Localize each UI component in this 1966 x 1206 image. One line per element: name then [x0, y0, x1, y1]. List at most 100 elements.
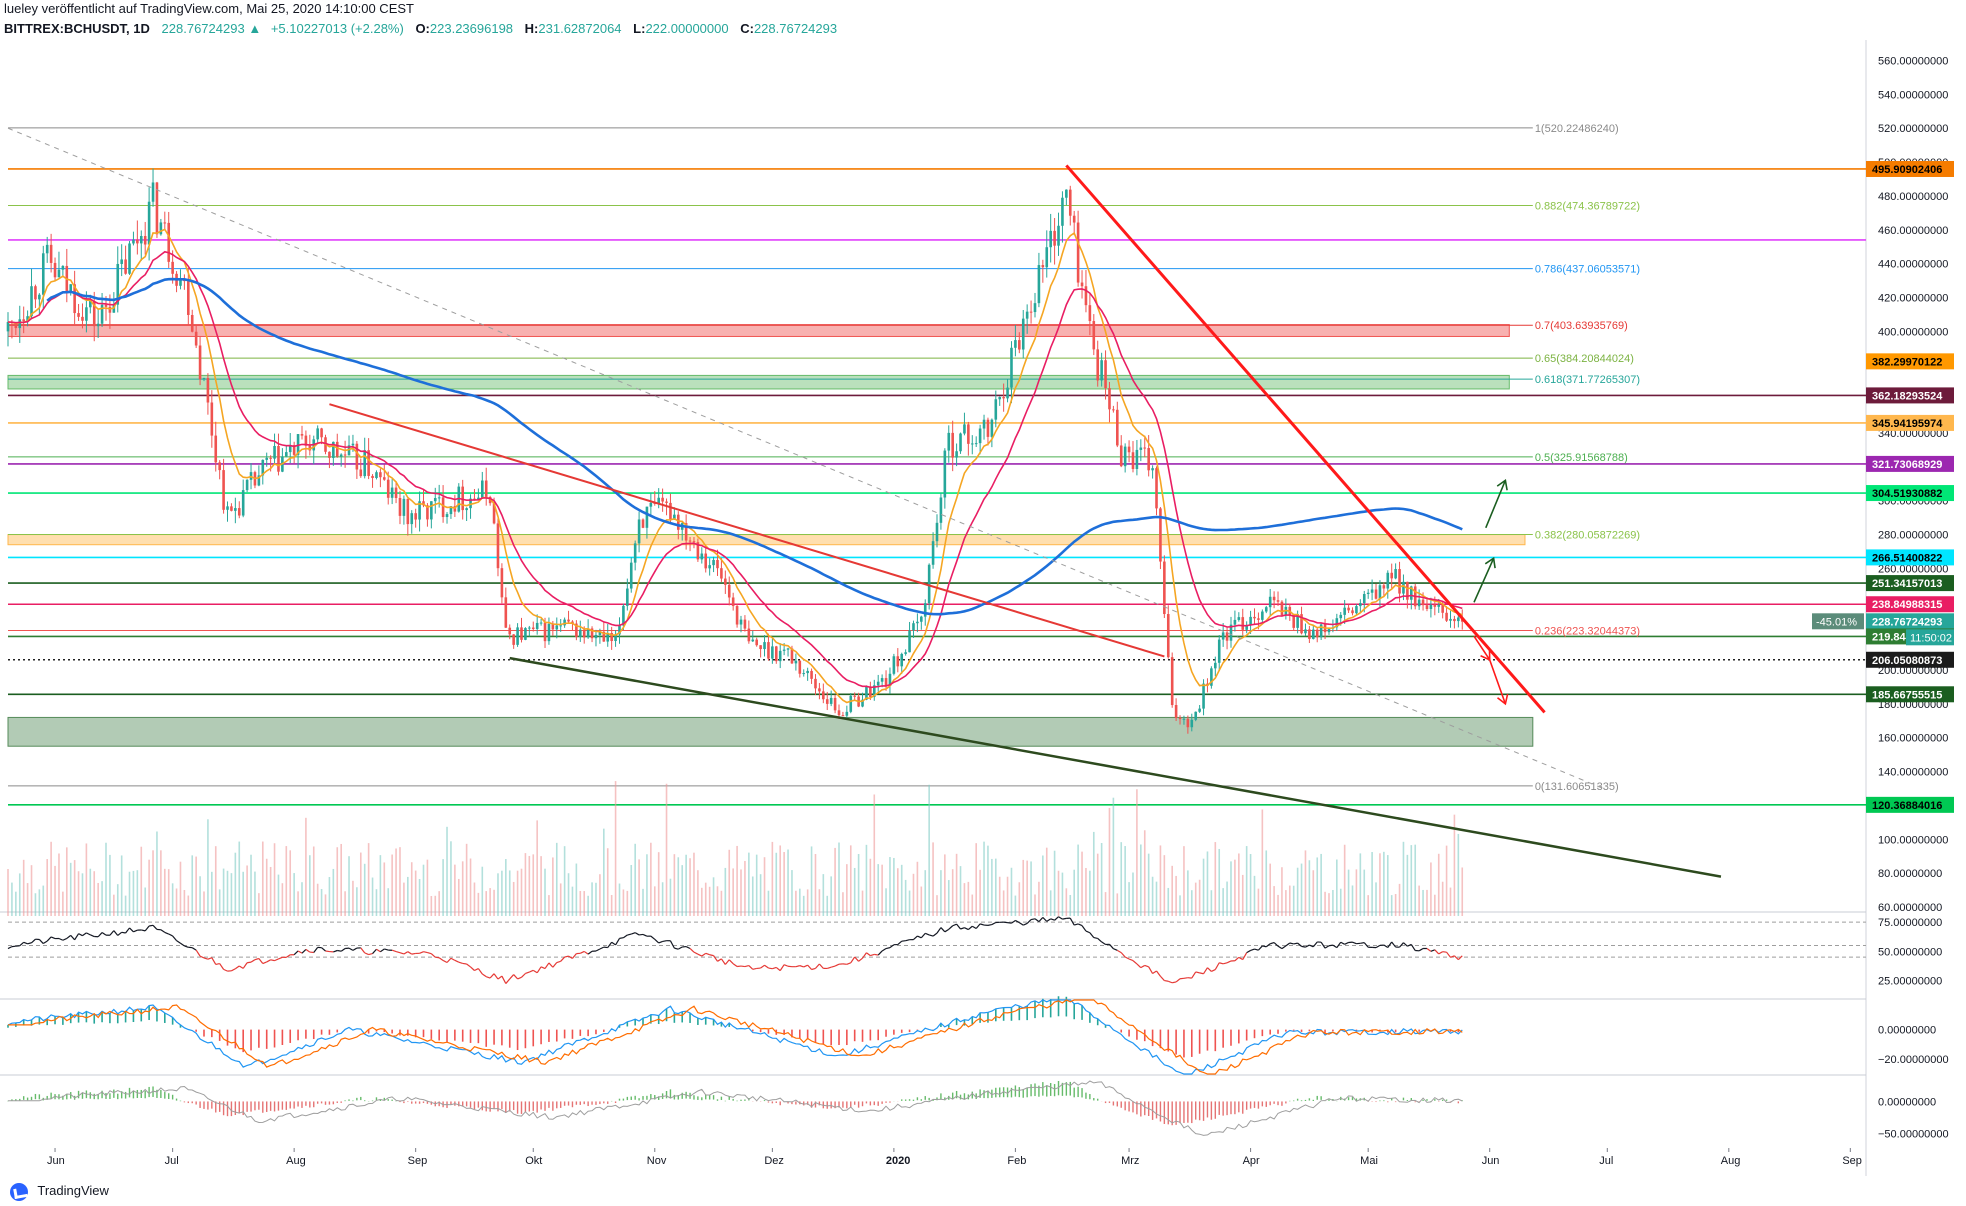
- rsi-segment: [1301, 945, 1306, 948]
- oscillator-bar: [889, 1101, 891, 1103]
- time-tick-label: Nov: [647, 1155, 667, 1167]
- candle-body: [1092, 321, 1096, 350]
- oscillator-bar: [1112, 1101, 1115, 1106]
- rsi-segment: [497, 975, 503, 980]
- rsi-segment: [450, 957, 456, 961]
- oscillator-bar: [371, 1100, 374, 1102]
- rsi-segment: [7, 946, 13, 950]
- oscillator-bar: [297, 1101, 299, 1107]
- rsi-segment: [1062, 917, 1067, 920]
- volume-bar: [15, 891, 17, 916]
- macd-histogram-bar: [77, 1012, 80, 1023]
- volume-bar: [367, 843, 370, 916]
- volume-bar: [595, 882, 597, 916]
- macd-histogram-bar: [571, 1029, 574, 1039]
- candle-body: [1194, 711, 1198, 720]
- rsi-segment: [274, 958, 279, 962]
- volume-bar: [606, 848, 609, 916]
- oscillator-bar: [1402, 1097, 1405, 1101]
- rsi-segment: [191, 947, 197, 951]
- candle-body: [347, 445, 351, 456]
- volume-bar: [113, 894, 115, 916]
- oscillator-bar: [665, 1090, 668, 1099]
- macd-histogram-bar: [140, 1009, 143, 1022]
- oscillator-bar: [705, 1094, 707, 1100]
- volume-bar: [822, 874, 825, 916]
- candle-body: [1292, 614, 1296, 628]
- macd-histogram-bar: [1010, 1007, 1013, 1021]
- candle-body: [1382, 585, 1386, 589]
- rsi-segment: [1270, 942, 1275, 945]
- candle-body: [57, 269, 61, 278]
- oscillator-bar: [1418, 1101, 1420, 1102]
- candle-body: [292, 445, 296, 455]
- rsi-segment: [709, 954, 714, 957]
- oscillator-bar: [11, 1099, 13, 1101]
- oscillator-bar: [348, 1099, 350, 1101]
- oscillator-bar: [563, 1101, 566, 1106]
- volume-bar: [685, 854, 687, 916]
- oscillator-bar: [1061, 1082, 1064, 1096]
- volume-bar: [485, 891, 488, 916]
- volume-bar: [532, 854, 535, 916]
- oscillator-bar: [912, 1099, 915, 1101]
- rsi-segment: [125, 927, 130, 934]
- volume-bar: [434, 895, 437, 916]
- candle-body: [1151, 468, 1154, 471]
- candle-body: [923, 603, 927, 617]
- candle-body: [700, 553, 704, 560]
- price-tag-label: 120.36884016: [1872, 800, 1942, 812]
- volume-bar: [720, 890, 723, 916]
- rsi-segment: [86, 932, 91, 936]
- oscillator-bar: [1249, 1101, 1252, 1109]
- oscillator-bar: [1097, 1098, 1099, 1101]
- price-tag-label: 345.94195974: [1872, 418, 1943, 430]
- volume-bar: [1057, 870, 1060, 916]
- rsi-segment: [701, 952, 707, 957]
- rsi-segment: [1293, 942, 1298, 945]
- volume-bar: [171, 883, 174, 916]
- macd-histogram-bar: [1418, 1029, 1420, 1032]
- candle-body: [935, 522, 939, 542]
- time-tick-label: Mrz: [1121, 1155, 1139, 1167]
- macd-histogram-bar: [1002, 1007, 1005, 1021]
- symbol-name[interactable]: BITTREX:BCHUSDT, 1D: [4, 21, 150, 36]
- oscillator-bar: [465, 1101, 468, 1107]
- candle-body: [473, 498, 476, 500]
- price-tick-label: 440.00000000: [1878, 259, 1948, 271]
- candle-body: [41, 253, 45, 295]
- oscillator-bar: [1273, 1101, 1275, 1104]
- candle-body: [657, 497, 660, 504]
- rsi-segment: [70, 935, 76, 941]
- candle-body: [1174, 705, 1178, 718]
- macd-histogram-bar: [1049, 999, 1052, 1018]
- oscillator-bar: [885, 1101, 887, 1103]
- volume-bar: [1128, 882, 1130, 916]
- volume-bar: [559, 883, 562, 916]
- candle-body: [1453, 618, 1456, 622]
- volume-bar: [50, 841, 52, 916]
- macd-histogram-bar: [297, 1029, 299, 1041]
- volume-bar: [359, 852, 362, 916]
- rsi-segment: [1430, 949, 1436, 952]
- volume-bar: [1179, 895, 1181, 916]
- price-tick-label: 420.00000000: [1878, 293, 1948, 305]
- volume-bar: [383, 862, 386, 916]
- oscillator-bar: [932, 1099, 934, 1101]
- rsi-segment: [78, 933, 83, 937]
- volume-bar: [1230, 861, 1232, 916]
- oscillator-bar: [211, 1101, 213, 1109]
- volume-bar: [1132, 872, 1134, 916]
- candle-body: [931, 541, 935, 565]
- rsi-segment: [238, 965, 244, 969]
- volume-bar: [320, 889, 323, 916]
- rsi-segment: [536, 966, 542, 974]
- candle-body: [1127, 446, 1131, 453]
- oscillator-bar: [332, 1101, 335, 1105]
- candle-body: [1421, 599, 1425, 606]
- oscillator-bar: [50, 1092, 52, 1099]
- open-label: O:: [415, 21, 430, 36]
- volume-bar: [908, 890, 911, 916]
- chart-canvas[interactable]: 1(520.22486240)0.882(474.36789722)0.786(…: [0, 40, 1966, 1176]
- candle-body: [234, 508, 237, 511]
